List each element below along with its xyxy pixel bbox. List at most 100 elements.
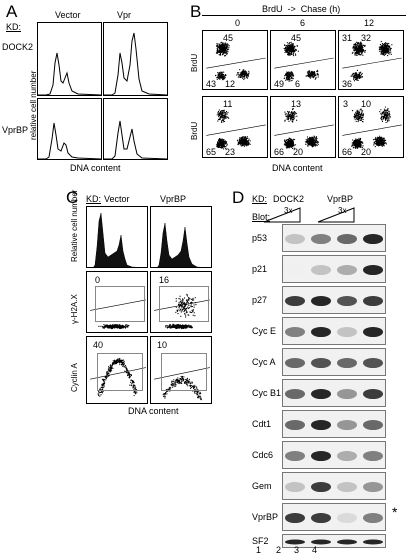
panel-c-ylabel-rel: Relative cell number	[70, 189, 79, 262]
blot-band	[363, 295, 383, 307]
blot-band	[311, 326, 331, 338]
quadrant-value: 66	[274, 147, 285, 157]
blot-band	[311, 264, 331, 276]
panel-c-histogram-vector	[86, 206, 148, 268]
blot-band	[337, 326, 357, 338]
panel-a-col-vpr: Vpr	[117, 10, 132, 20]
blot-strip	[282, 441, 386, 469]
blot-bands	[285, 233, 383, 245]
panel-b-scatter-r2-0h: 11 65 23	[202, 96, 268, 158]
blot-band	[311, 233, 331, 245]
panel-b-scatter-r1-0h: 45 43 12	[202, 30, 268, 90]
blot-row-label: Gem	[252, 481, 272, 491]
panel-c-letter: C	[66, 188, 79, 207]
blot-band	[285, 388, 305, 400]
quadrant-value: 43	[206, 79, 217, 89]
panel-c-scatter-gh2ax-vector: 0	[86, 271, 148, 333]
blot-bands	[285, 264, 383, 276]
quadrant-value: 13	[291, 99, 302, 109]
scatter-plot	[206, 41, 266, 81]
blot-band	[363, 388, 383, 400]
blot-bands	[285, 295, 383, 307]
blot-band	[363, 264, 383, 276]
blot-band	[285, 233, 305, 245]
panel-b-ylabel-row1: BrdU	[190, 53, 199, 72]
blot-strip	[282, 224, 386, 252]
panel-c-scatter-cyclina-vector: 40	[86, 336, 148, 404]
quadrant-value: 66	[342, 147, 353, 157]
panel-a-histogram-vprbp-vector	[37, 98, 102, 160]
quadrant-value: 32	[361, 33, 372, 43]
blot-row-label: p27	[252, 295, 268, 305]
blot-band	[311, 388, 331, 400]
gate-value: 0	[95, 275, 101, 285]
histogram-plot	[157, 222, 202, 267]
blot-row-label: p21	[252, 264, 268, 274]
scatter-plot	[90, 299, 146, 330]
blot-band	[311, 539, 331, 545]
blot-band	[337, 512, 357, 524]
panel-c-scatter-cyclina-vprbp: 10	[150, 336, 212, 404]
quadrant-value: 45	[223, 33, 234, 43]
blot-row-label: Cyc B1	[252, 388, 282, 398]
blot-bands	[285, 357, 383, 369]
panel-d-blot-label: Blot:	[252, 212, 271, 222]
histogram-plot	[38, 52, 101, 95]
panel-b-scatter-r2-12h: 3 10 66 20	[338, 96, 404, 158]
blot-strip	[282, 534, 386, 548]
histogram-plot	[93, 212, 137, 267]
panel-b-time-6: 6	[300, 18, 306, 28]
blot-bands	[285, 539, 383, 545]
quadrant-value: 20	[293, 147, 304, 157]
scatter-plot	[154, 367, 210, 401]
scatter-plot	[342, 40, 402, 82]
scatter-plot	[342, 106, 402, 149]
panel-b-header: BrdU -> Chase (h)	[262, 4, 341, 14]
quadrant-value: 36	[342, 79, 353, 89]
panel-c-xlabel: DNA content	[128, 406, 179, 416]
lane-4: 4	[312, 545, 318, 555]
blot-band	[337, 233, 357, 245]
blot-band	[311, 357, 331, 369]
blot-band	[285, 539, 305, 545]
blot-band	[363, 481, 383, 493]
blot-band	[311, 295, 331, 307]
blot-band	[337, 357, 357, 369]
lane-2: 2	[276, 545, 282, 555]
blot-band	[363, 539, 383, 545]
blot-strip	[282, 503, 386, 531]
blot-band	[285, 295, 305, 307]
panel-b-scatter-r1-12h: 31 32 36	[338, 30, 404, 90]
blot-band	[363, 419, 383, 431]
blot-band	[363, 450, 383, 462]
panel-a-kd-label: KD:	[6, 22, 22, 32]
panel-d-kd-label: KD:	[252, 194, 268, 204]
quadrant-value: 23	[225, 147, 236, 157]
panel-c-kd-label: KD:	[86, 194, 102, 204]
blot-band	[311, 512, 331, 524]
blot-band	[337, 539, 357, 545]
blot-band	[363, 357, 383, 369]
gate-value: 16	[159, 275, 170, 285]
blot-strip	[282, 379, 386, 407]
panel-c-histogram-vprbp	[150, 206, 212, 268]
blot-band	[285, 481, 305, 493]
panel-a-histogram-dock2-vector	[37, 22, 102, 96]
panel-c-ylabel-gh2ax: γ-H2A.X	[70, 294, 79, 324]
panel-a-col-vector: Vector	[55, 10, 81, 20]
panel-a-histogram-vprbp-vpr	[103, 98, 168, 160]
panel-a-xlabel: DNA content	[70, 163, 121, 173]
blot-bands	[285, 388, 383, 400]
blot-bands	[285, 481, 383, 493]
blot-row-label: Cdt1	[252, 419, 272, 429]
panel-d-group-vprbp: VprBP	[327, 194, 354, 204]
quadrant-value: 10	[361, 99, 372, 109]
panel-b-xlabel: DNA content	[272, 163, 323, 173]
panel-d-asterisk: *	[392, 504, 398, 520]
histogram-plot	[104, 120, 167, 159]
panel-b-time-12: 12	[364, 18, 375, 28]
panel-d-fold-dock2: 3x	[284, 206, 293, 215]
panel-b-scatter-r2-6h: 13 66 20	[270, 96, 336, 158]
panel-a-row-dock2: DOCK2	[2, 42, 34, 52]
blot-band	[285, 450, 305, 462]
